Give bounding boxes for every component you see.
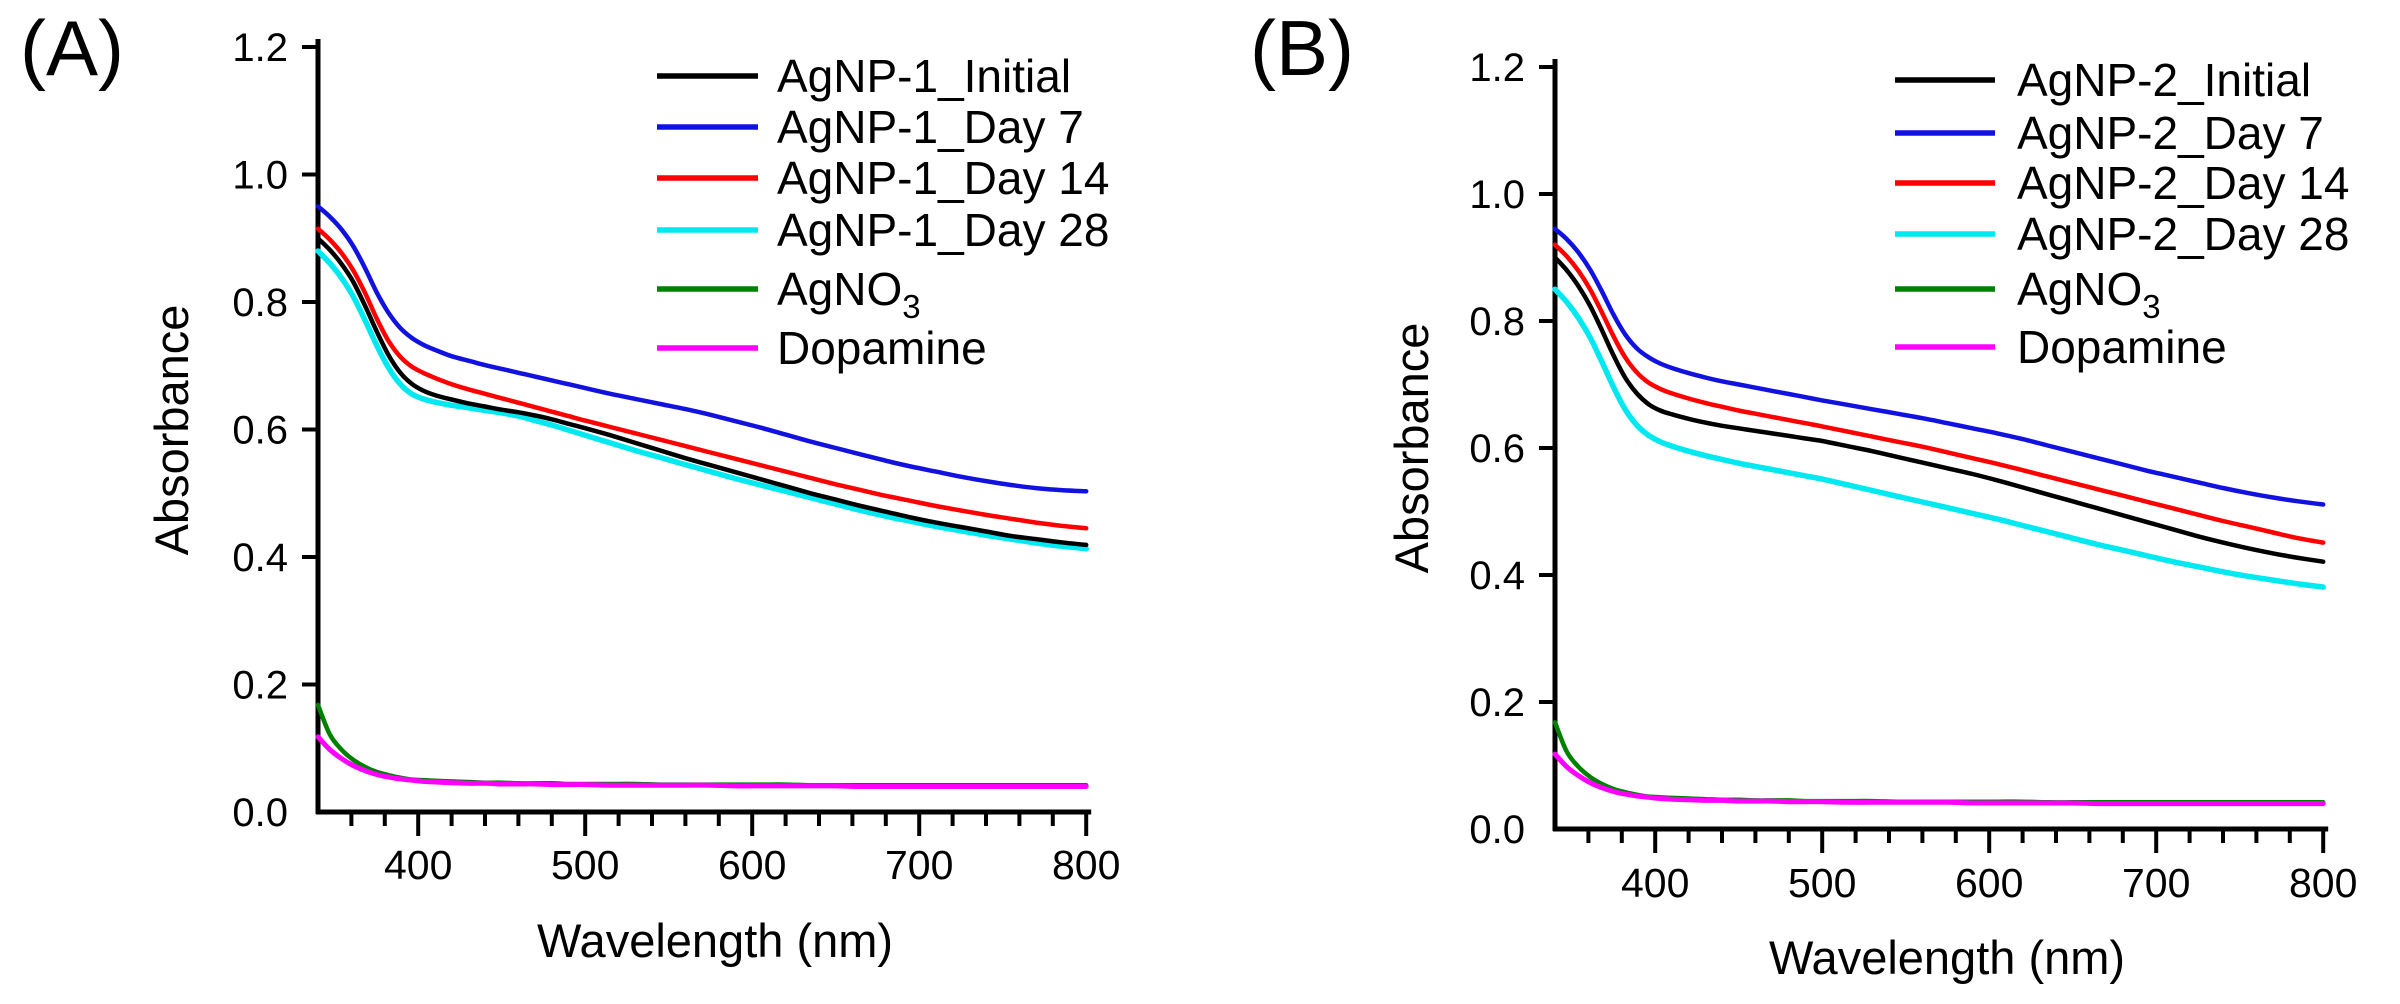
series-line-Dopamine bbox=[1552, 751, 2326, 807]
legend-label-AgNP-2_Day-28: AgNP-2_Day 28 bbox=[2017, 208, 2349, 260]
y-tick-label-a: 0.8 bbox=[232, 281, 288, 325]
panel-label-a: (A) bbox=[20, 4, 124, 92]
legend-label-AgNP-2_Initial: AgNP-2_Initial bbox=[2017, 54, 2311, 106]
legend-label-AgNP-1_Day-7: AgNP-1_Day 7 bbox=[777, 101, 1084, 153]
y-tick-label-b: 0.4 bbox=[1469, 554, 1525, 598]
legend-label-AgNP-1_Initial: AgNP-1_Initial bbox=[777, 50, 1071, 102]
panel-label-b: (B) bbox=[1250, 4, 1354, 92]
y-tick-label-a: 0.6 bbox=[232, 409, 288, 453]
legend-label-AgNO₃: AgNO3 bbox=[777, 263, 921, 325]
series-line-AgNP-2_Day-14 bbox=[1552, 242, 2326, 545]
x-tick-label-b: 600 bbox=[1955, 860, 2023, 906]
x-axis-title-a: Wavelength (nm) bbox=[537, 914, 893, 967]
series-line-AgNP-1_Day-7 bbox=[315, 204, 1089, 494]
x-tick-label-a: 700 bbox=[885, 842, 953, 888]
y-tick-label-b: 1.0 bbox=[1469, 173, 1525, 217]
series-line-AgNO₃ bbox=[315, 702, 1089, 788]
series-line-AgNP-1_Day-14 bbox=[315, 226, 1089, 531]
legend-label-AgNP-2_Day-14: AgNP-2_Day 14 bbox=[2017, 157, 2349, 209]
x-tick-label-a: 400 bbox=[384, 842, 452, 888]
x-tick-label-a: 500 bbox=[551, 842, 619, 888]
x-tick-label-b: 800 bbox=[2289, 860, 2357, 906]
y-tick-label-b: 0.8 bbox=[1469, 300, 1525, 344]
legend-label-AgNP-2_Day-7: AgNP-2_Day 7 bbox=[2017, 107, 2324, 159]
x-tick-label-b: 400 bbox=[1621, 860, 1689, 906]
y-tick-label-b: 0.0 bbox=[1469, 808, 1525, 852]
legend-label-Dopamine: Dopamine bbox=[2017, 321, 2227, 373]
y-tick-label-a: 0.2 bbox=[232, 664, 288, 708]
y-axis-title-a: Absorbance bbox=[145, 305, 198, 556]
series-line-AgNP-1_Day-28 bbox=[315, 248, 1089, 552]
y-tick-label-b: 0.6 bbox=[1469, 427, 1525, 471]
series-line-AgNO₃ bbox=[1552, 720, 2326, 805]
y-tick-label-a: 0.0 bbox=[232, 791, 288, 835]
x-tick-label-b: 700 bbox=[2122, 860, 2190, 906]
legend-label-AgNP-1_Day-14: AgNP-1_Day 14 bbox=[777, 152, 1109, 204]
x-tick-label-a: 800 bbox=[1052, 842, 1120, 888]
y-tick-label-a: 0.4 bbox=[232, 536, 288, 580]
y-axis-title-b: Absorbance bbox=[1385, 323, 1438, 574]
series-line-Dopamine bbox=[315, 734, 1089, 790]
legend-label-AgNP-1_Day-28: AgNP-1_Day 28 bbox=[777, 204, 1109, 256]
y-tick-label-b: 1.2 bbox=[1469, 46, 1525, 90]
y-tick-label-a: 1.0 bbox=[232, 154, 288, 198]
y-tick-label-b: 0.2 bbox=[1469, 681, 1525, 725]
series-line-AgNP-2_Day-28 bbox=[1552, 286, 2326, 590]
x-axis-title-b: Wavelength (nm) bbox=[1769, 931, 2125, 984]
series-line-AgNP-2_Initial bbox=[1552, 255, 2326, 564]
x-tick-label-b: 500 bbox=[1788, 860, 1856, 906]
legend-label-AgNO₃: AgNO3 bbox=[2017, 263, 2161, 325]
series-line-AgNP-1_Initial bbox=[315, 236, 1089, 548]
y-tick-label-a: 1.2 bbox=[232, 26, 288, 70]
x-tick-label-a: 600 bbox=[718, 842, 786, 888]
series-line-AgNP-2_Day-7 bbox=[1552, 226, 2326, 507]
legend-label-Dopamine: Dopamine bbox=[777, 322, 987, 374]
